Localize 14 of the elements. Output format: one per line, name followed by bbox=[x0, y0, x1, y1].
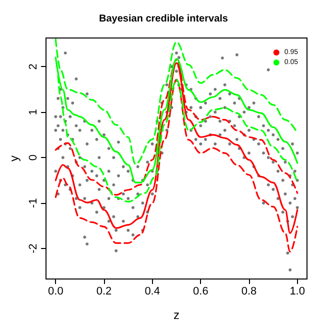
x-tick-label: 0.4 bbox=[144, 286, 160, 298]
y-tick-label: -1 bbox=[28, 198, 40, 208]
y-tick-label: 2 bbox=[28, 64, 40, 70]
x-axis-title: z bbox=[174, 308, 180, 322]
x-tick-label: 0.6 bbox=[193, 286, 208, 298]
y-tick-label: 0 bbox=[28, 154, 40, 161]
y-tick-label: -2 bbox=[28, 244, 40, 254]
chart-title: Bayesian credible intervals bbox=[99, 14, 228, 24]
y-tick-label: 1 bbox=[28, 109, 40, 116]
x-tick-label: 1.0 bbox=[290, 286, 305, 298]
x-tick-label: 0.8 bbox=[241, 286, 257, 298]
x-tick-label: 0.0 bbox=[48, 286, 64, 298]
x-tick-label: 0.2 bbox=[96, 286, 112, 298]
y-axis-title: y bbox=[7, 156, 21, 162]
